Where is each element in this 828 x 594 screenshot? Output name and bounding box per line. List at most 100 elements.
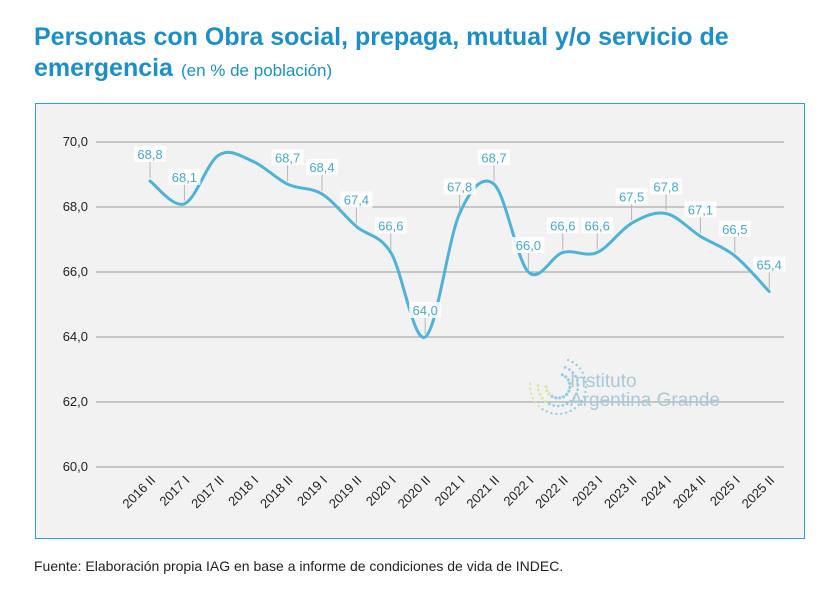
y-axis: 60,0 62,0 64,0 66,0 68,0 70,0 bbox=[63, 134, 88, 474]
watermark-dot bbox=[544, 400, 547, 403]
x-tick-label: 2022 II bbox=[532, 473, 571, 512]
watermark-dot bbox=[540, 396, 544, 400]
data-label-bg bbox=[615, 188, 648, 205]
watermark-dot bbox=[571, 360, 574, 364]
watermark-dot bbox=[565, 402, 569, 406]
x-tick-label: 2016 II bbox=[119, 473, 158, 512]
watermark-dot bbox=[584, 390, 587, 394]
watermark-dot bbox=[583, 376, 586, 379]
watermark-dot bbox=[537, 404, 540, 408]
watermark-dot bbox=[580, 399, 583, 403]
data-label: 68,1 bbox=[172, 170, 197, 185]
x-tick-label: 2019 I bbox=[294, 473, 330, 509]
watermark-dot bbox=[574, 374, 577, 378]
y-tick-label: 62,0 bbox=[63, 394, 88, 409]
watermark-dot bbox=[584, 380, 587, 384]
watermark-dot bbox=[555, 412, 558, 416]
x-tick-label: 2021 I bbox=[432, 473, 468, 509]
data-label-bg bbox=[581, 217, 614, 234]
chart-title: Personas con Obra social, prepaga, mutua… bbox=[34, 22, 794, 86]
watermark-dot bbox=[531, 397, 534, 400]
x-tick-label: 2023 I bbox=[569, 473, 605, 509]
watermark-dot bbox=[567, 368, 571, 371]
data-label-bg bbox=[409, 302, 442, 318]
watermark-dot bbox=[572, 396, 576, 400]
watermark-dot bbox=[550, 394, 554, 398]
watermark-text-line2: Argentina Grande bbox=[570, 390, 720, 411]
watermark-dot bbox=[547, 402, 551, 406]
y-tick-label: 70,0 bbox=[63, 134, 88, 149]
data-label-bg bbox=[168, 168, 201, 185]
watermark-dot bbox=[561, 404, 565, 407]
watermark-dot bbox=[564, 375, 568, 379]
watermark-logo bbox=[528, 358, 588, 416]
x-tick-label: 2018 I bbox=[225, 473, 261, 509]
data-label-bg bbox=[478, 149, 510, 166]
watermark-dot bbox=[561, 395, 566, 399]
watermark-dot bbox=[563, 366, 567, 369]
x-tick-label: 2025 II bbox=[739, 473, 778, 512]
watermark-dot bbox=[568, 385, 572, 389]
x-tick-label: 2018 II bbox=[257, 473, 296, 512]
data-label-bg bbox=[650, 178, 682, 195]
data-label-bg bbox=[134, 146, 166, 162]
watermark-dot bbox=[550, 412, 553, 415]
x-tick-label: 2023 II bbox=[601, 473, 640, 512]
watermark-dot bbox=[567, 389, 571, 393]
data-label: 66,6 bbox=[585, 219, 610, 234]
x-tick-label: 2019 II bbox=[326, 473, 365, 512]
data-label-bg bbox=[271, 149, 304, 166]
watermark-dot bbox=[575, 379, 579, 382]
watermark-dot bbox=[529, 392, 533, 395]
watermark-dot bbox=[545, 410, 548, 413]
x-tick-label: 2021 II bbox=[463, 473, 502, 512]
watermark-dot bbox=[547, 392, 551, 396]
watermark-dot bbox=[584, 385, 588, 389]
watermark-dot bbox=[541, 408, 544, 411]
data-label-bg bbox=[684, 201, 717, 218]
x-tick-label: 2024 I bbox=[638, 473, 674, 509]
watermark-dot bbox=[565, 392, 569, 396]
data-label-bg bbox=[512, 237, 545, 253]
data-label: 67,1 bbox=[688, 202, 713, 217]
data-label: 66,6 bbox=[378, 219, 403, 234]
y-tick-label: 68,0 bbox=[63, 199, 88, 214]
watermark-dot bbox=[566, 358, 570, 362]
data-label: 66,6 bbox=[550, 219, 575, 234]
data-label: 68,7 bbox=[275, 150, 300, 165]
x-tick-label: 2024 II bbox=[670, 473, 709, 512]
y-tick-label: 60,0 bbox=[63, 459, 88, 474]
watermark-dot bbox=[528, 382, 532, 385]
y-tick-label: 66,0 bbox=[63, 264, 88, 279]
watermark-dot bbox=[569, 409, 572, 413]
data-label-bg bbox=[340, 191, 373, 208]
data-label-bg bbox=[718, 220, 751, 237]
source-note: Fuente: Elaboración propia IAG en base a… bbox=[34, 558, 564, 574]
data-label: 67,5 bbox=[619, 189, 644, 204]
data-label-bg bbox=[374, 217, 407, 234]
data-label: 68,7 bbox=[481, 150, 506, 165]
x-tick-label: 2020 I bbox=[363, 473, 399, 509]
x-tick-label: 2025 I bbox=[707, 473, 743, 509]
watermark-dot bbox=[578, 367, 582, 370]
data-label-bg bbox=[546, 217, 579, 234]
watermark-dot bbox=[538, 393, 542, 396]
watermark-dot bbox=[581, 371, 584, 374]
data-label: 67,8 bbox=[447, 180, 472, 195]
data-labels: 68,8 68,1 68,7 68,4 67,4 66,6 64,0 67,8 68,7 66,0… bbox=[134, 146, 786, 334]
series-line bbox=[148, 150, 771, 339]
watermark-dot bbox=[576, 388, 580, 391]
watermark-dot bbox=[537, 388, 540, 392]
watermark-dot bbox=[582, 395, 586, 398]
watermark-dot bbox=[558, 396, 562, 400]
watermark-dot bbox=[569, 399, 573, 403]
chart-frame: 60,0 62,0 64,0 66,0 68,0 70,0 Instituto Argenti… bbox=[35, 103, 805, 539]
watermark-dot bbox=[545, 389, 549, 393]
watermark-dot bbox=[536, 384, 540, 387]
watermark-dot bbox=[566, 378, 570, 382]
watermark-dot bbox=[554, 396, 558, 400]
data-label: 65,4 bbox=[757, 258, 782, 273]
x-tick-label: 2020 II bbox=[395, 473, 434, 512]
watermark-dot bbox=[534, 401, 537, 404]
